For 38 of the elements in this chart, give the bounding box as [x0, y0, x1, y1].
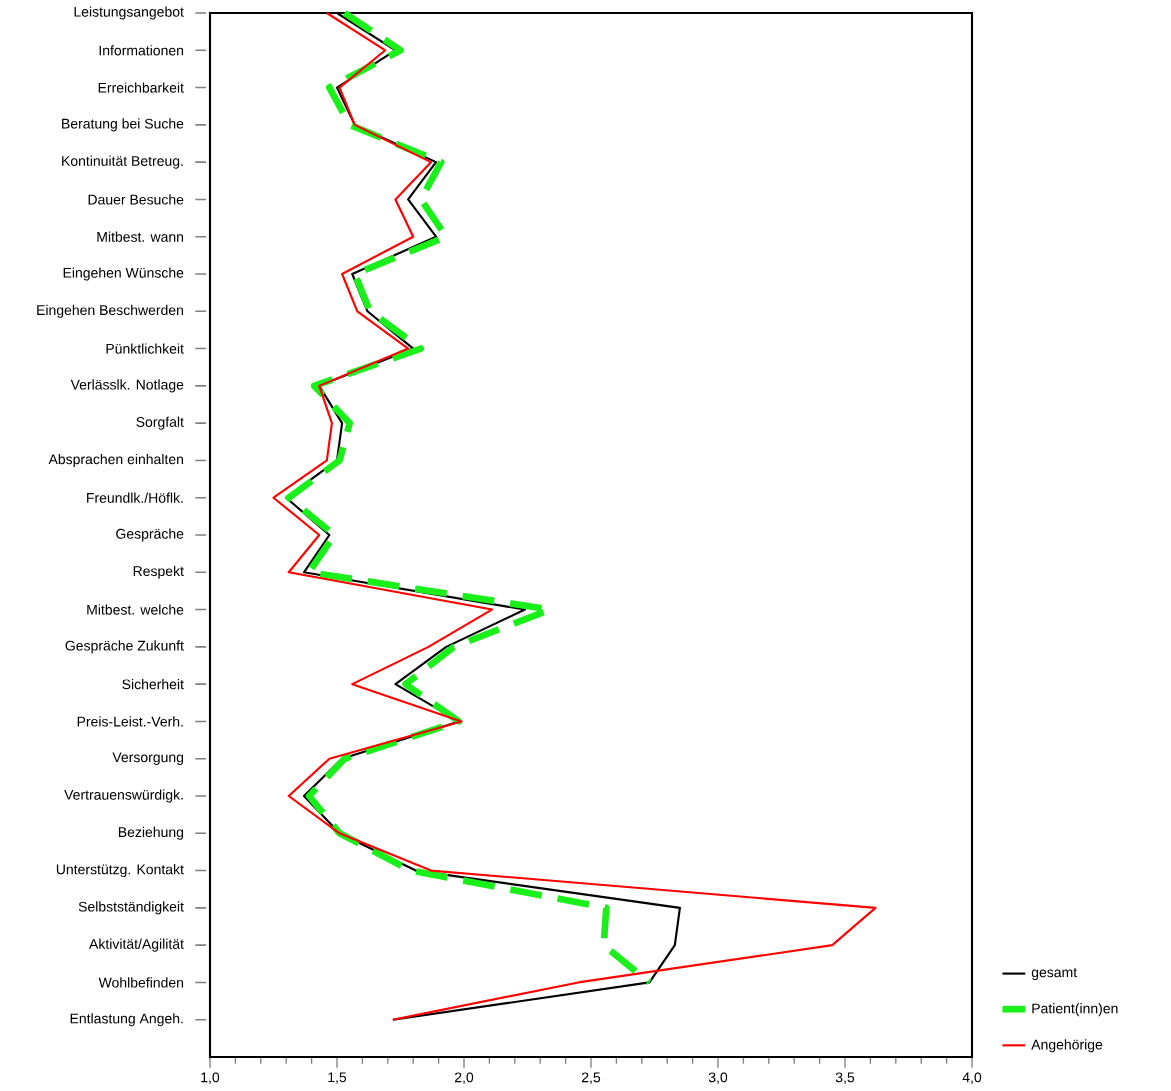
y-tick-label: Gespräche Zukunft: [65, 640, 184, 654]
y-tick-label: Verlässlk. Notlage: [70, 379, 184, 393]
y-tick-label: Freundlk./Höflk.: [87, 492, 183, 503]
y-tick-label: Wohlbefinden: [98, 977, 184, 988]
x-tick-label: 4,0: [962, 1072, 982, 1084]
y-tick-label: Unterstützg. Kontakt: [56, 864, 184, 878]
x-tick-label: 1,0: [201, 1072, 220, 1084]
y-tick-label: Dauer Besuche: [88, 194, 184, 205]
y-tick-label: Mitbest. wann: [97, 231, 184, 242]
x-tick-label: 2,5: [581, 1072, 601, 1084]
y-tick-label: Beziehung: [118, 826, 184, 840]
y-tick-label: Leistungsangebot: [74, 6, 184, 20]
y-tick-label: Entlastung Angeh.: [70, 1013, 183, 1027]
x-tick-label: 3,5: [835, 1072, 855, 1084]
legend-label: Angehörige: [1031, 1039, 1103, 1053]
y-tick-label: Mitbest. welche: [87, 604, 184, 615]
y-tick-label: Sorgfalt: [136, 416, 184, 430]
y-tick-label: Erreichbarkeit: [98, 82, 184, 93]
y-tick-label: Kontinuität Betreug.: [62, 155, 183, 169]
y-tick-label: Pünktlichkeit: [106, 343, 184, 354]
y-tick-label: Sicherheit: [122, 679, 184, 690]
y-tick-label: Eingehen Beschwerden: [37, 304, 184, 318]
y-tick-label: Absprachen einhalten: [48, 453, 184, 467]
y-tick-label: Vertrauenswürdigk.: [64, 789, 183, 803]
legend-label: gesamt: [1031, 968, 1078, 981]
y-tick-label: Gespräche: [116, 528, 184, 542]
x-tick-label: 1,5: [328, 1072, 347, 1084]
y-tick-label: Versorgung: [112, 752, 184, 765]
legend-label: Patient(inn)en: [1032, 1003, 1118, 1017]
y-tick-label: Beratung bei Suche: [62, 118, 184, 132]
y-tick-label: Selbstständigkeit: [78, 901, 184, 915]
y-tick-label: Eingehen Wünsche: [63, 267, 184, 281]
y-tick-label: Respekt: [133, 565, 184, 579]
x-tick-label: 2,0: [454, 1072, 474, 1084]
y-tick-label: Informationen: [99, 45, 184, 56]
y-tick-label: Aktivität/Agilität: [89, 938, 184, 952]
y-tick-label: Preis-Leist.-Verh.: [77, 716, 183, 727]
x-tick-label: 3,0: [708, 1072, 728, 1084]
